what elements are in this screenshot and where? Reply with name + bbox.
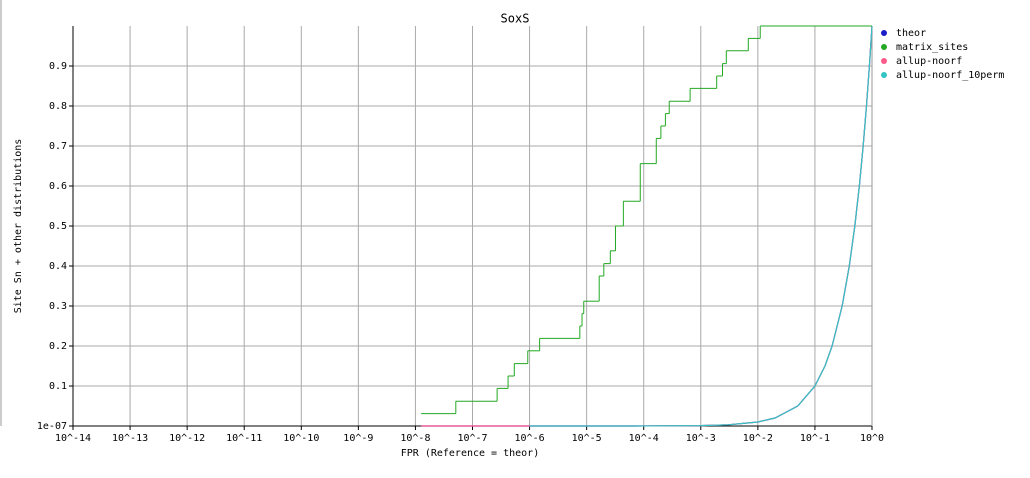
y-axis-label: Site Sn + other distributions xyxy=(13,139,24,314)
x-tick-label: 10^-2 xyxy=(743,433,773,444)
legend-marker xyxy=(881,30,887,36)
legend-label: allup-noorf_10perm xyxy=(896,70,1004,81)
legend-marker xyxy=(881,58,887,64)
y-tick-label: 0.3 xyxy=(49,301,67,312)
x-tick-label: 10^-6 xyxy=(515,433,545,444)
series-line xyxy=(529,25,873,427)
legend-label: allup-noorf xyxy=(896,56,962,67)
y-tick-label: 1e-07 xyxy=(37,421,67,432)
x-tick-label: 10^-4 xyxy=(629,433,659,444)
y-tick-label: 0.2 xyxy=(49,341,67,352)
x-tick-label: 10^0 xyxy=(860,433,884,444)
x-axis-label: FPR (Reference = theor) xyxy=(401,448,539,459)
legend-marker xyxy=(881,72,887,78)
x-tick-label: 10^-11 xyxy=(226,433,262,444)
x-tick-label: 10^-14 xyxy=(55,433,91,444)
y-tick-label: 0.7 xyxy=(49,141,67,152)
x-tick-label: 10^-12 xyxy=(169,433,205,444)
x-tick-label: 10^-13 xyxy=(112,433,148,444)
y-tick-label: 0.9 xyxy=(49,61,67,72)
legend-label: theor xyxy=(896,28,926,39)
x-tick-label: 10^-5 xyxy=(572,433,602,444)
x-tick-label: 10^-9 xyxy=(343,433,373,444)
y-tick-label: 0.6 xyxy=(49,181,67,192)
x-tick-label: 10^-8 xyxy=(400,433,430,444)
x-tick-label: 10^-1 xyxy=(800,433,830,444)
y-tick-label: 0.4 xyxy=(49,261,67,272)
y-tick-label: 0.8 xyxy=(49,101,67,112)
x-tick-label: 10^-3 xyxy=(686,433,716,444)
legend-marker xyxy=(881,44,887,50)
chart-title: SoxS xyxy=(501,12,530,26)
x-tick-label: 10^-7 xyxy=(457,433,487,444)
y-tick-label: 0.5 xyxy=(49,221,67,232)
x-tick-label: 10^-10 xyxy=(283,433,319,444)
legend-label: matrix_sites xyxy=(896,42,968,53)
y-tick-label: 0.1 xyxy=(49,381,67,392)
